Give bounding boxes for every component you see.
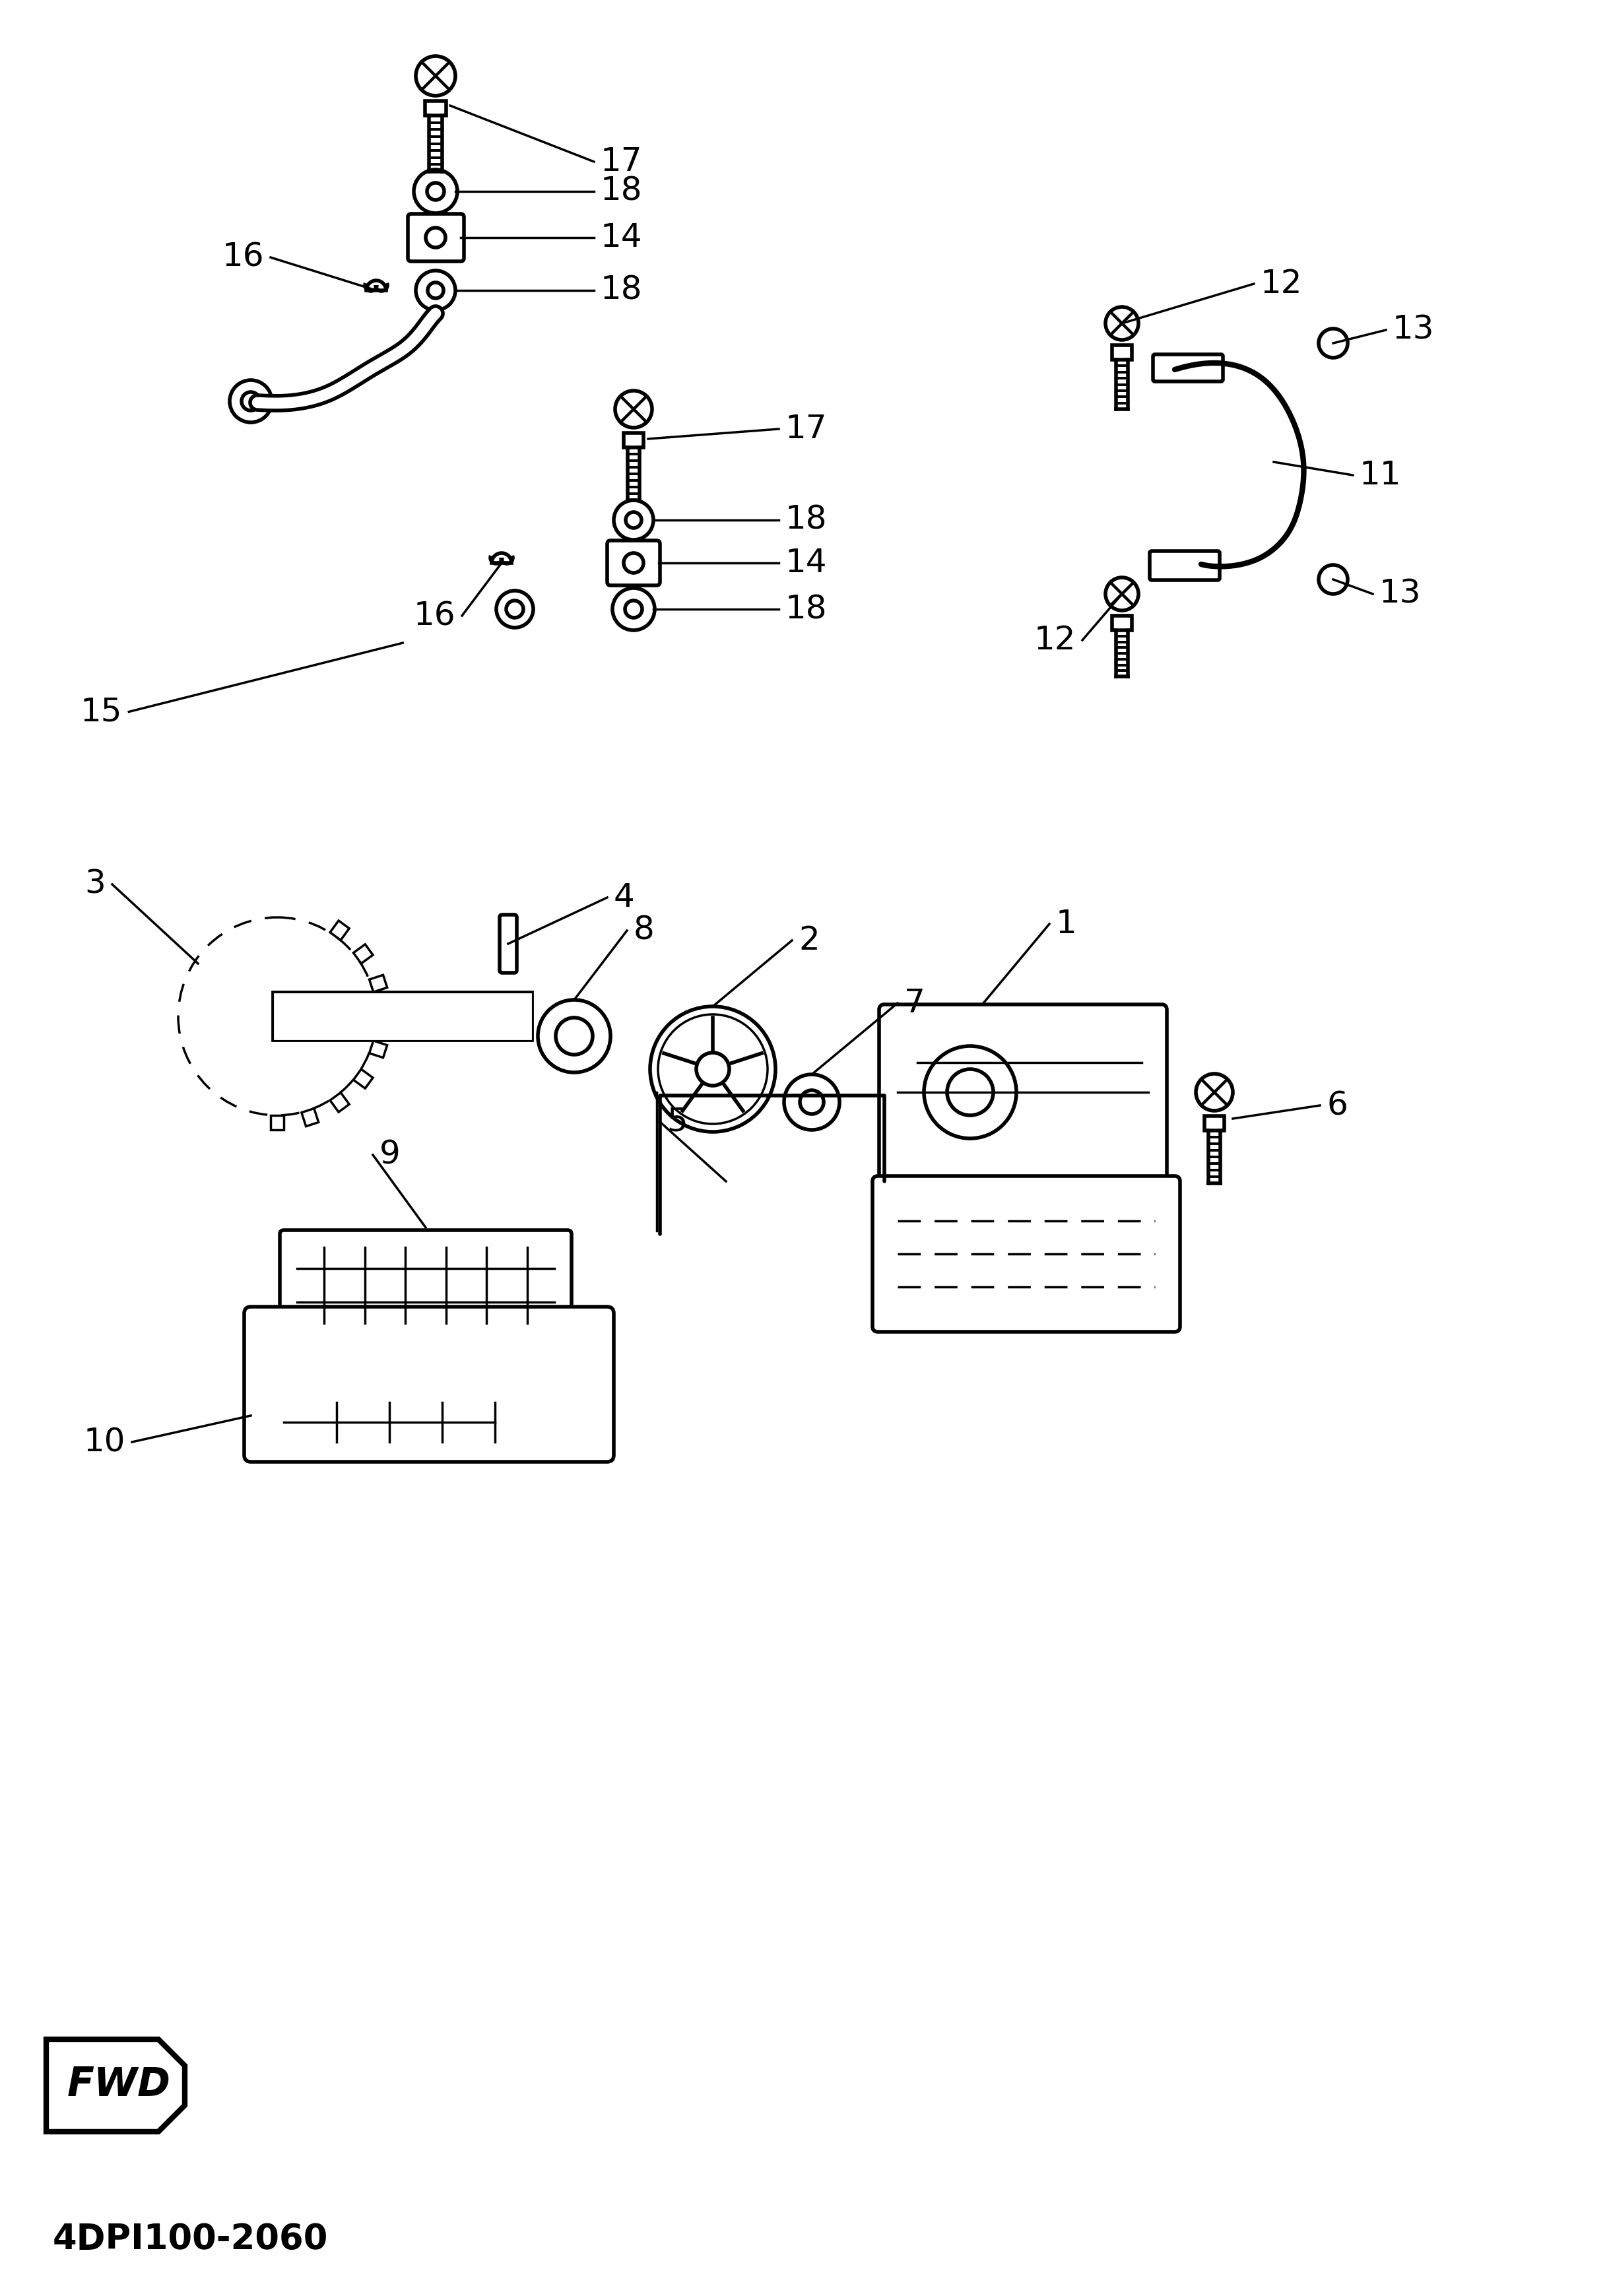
FancyBboxPatch shape bbox=[408, 214, 464, 262]
Polygon shape bbox=[353, 944, 372, 964]
FancyBboxPatch shape bbox=[623, 434, 643, 448]
Circle shape bbox=[1195, 1075, 1232, 1111]
FancyBboxPatch shape bbox=[1205, 1116, 1224, 1130]
Circle shape bbox=[427, 282, 443, 298]
Circle shape bbox=[612, 588, 654, 631]
FancyBboxPatch shape bbox=[1112, 344, 1133, 360]
Circle shape bbox=[425, 227, 446, 248]
Circle shape bbox=[651, 1006, 775, 1132]
FancyBboxPatch shape bbox=[499, 914, 517, 974]
Text: 10: 10 bbox=[84, 1426, 126, 1458]
Circle shape bbox=[506, 602, 524, 618]
Text: 18: 18 bbox=[601, 276, 643, 305]
Polygon shape bbox=[301, 1109, 319, 1127]
Circle shape bbox=[623, 553, 643, 572]
Text: 18: 18 bbox=[601, 174, 643, 207]
Circle shape bbox=[427, 184, 445, 200]
Text: 17: 17 bbox=[786, 413, 828, 445]
Text: 18: 18 bbox=[786, 505, 828, 535]
Circle shape bbox=[614, 501, 654, 540]
Text: 13: 13 bbox=[1392, 315, 1434, 347]
Polygon shape bbox=[377, 1010, 391, 1024]
Text: 15: 15 bbox=[81, 696, 122, 728]
FancyBboxPatch shape bbox=[873, 1176, 1179, 1332]
Text: 17: 17 bbox=[601, 147, 643, 177]
Text: 16: 16 bbox=[222, 241, 264, 273]
Circle shape bbox=[696, 1052, 730, 1086]
Text: 9: 9 bbox=[380, 1139, 401, 1171]
Circle shape bbox=[230, 381, 272, 422]
FancyBboxPatch shape bbox=[425, 101, 446, 115]
Circle shape bbox=[1105, 308, 1139, 340]
Text: 5: 5 bbox=[667, 1107, 688, 1139]
Circle shape bbox=[1319, 565, 1348, 595]
Polygon shape bbox=[369, 976, 387, 992]
Polygon shape bbox=[330, 921, 350, 939]
Circle shape bbox=[801, 1091, 823, 1114]
Circle shape bbox=[490, 999, 527, 1035]
Text: 4: 4 bbox=[614, 882, 635, 914]
FancyBboxPatch shape bbox=[280, 1231, 572, 1341]
Circle shape bbox=[925, 1047, 1017, 1139]
FancyBboxPatch shape bbox=[607, 540, 661, 585]
FancyBboxPatch shape bbox=[1153, 354, 1223, 381]
Text: 2: 2 bbox=[799, 925, 820, 955]
FancyBboxPatch shape bbox=[245, 1306, 614, 1463]
FancyBboxPatch shape bbox=[880, 1003, 1166, 1180]
Text: 12: 12 bbox=[1034, 625, 1076, 657]
Circle shape bbox=[538, 999, 611, 1072]
Text: 6: 6 bbox=[1326, 1091, 1347, 1120]
Circle shape bbox=[1319, 328, 1348, 358]
Circle shape bbox=[414, 170, 458, 214]
Circle shape bbox=[556, 1017, 593, 1054]
Circle shape bbox=[947, 1070, 994, 1116]
Text: FWD: FWD bbox=[68, 2066, 171, 2105]
Circle shape bbox=[496, 590, 533, 627]
Circle shape bbox=[1105, 579, 1139, 611]
Text: 16: 16 bbox=[414, 599, 456, 631]
Text: 12: 12 bbox=[1260, 269, 1302, 298]
Text: 14: 14 bbox=[601, 223, 643, 253]
Text: 14: 14 bbox=[786, 546, 828, 579]
Polygon shape bbox=[271, 1116, 284, 1130]
Text: 11: 11 bbox=[1360, 459, 1402, 491]
FancyBboxPatch shape bbox=[1150, 551, 1220, 581]
Polygon shape bbox=[47, 2039, 185, 2131]
Circle shape bbox=[785, 1075, 839, 1130]
FancyBboxPatch shape bbox=[1112, 615, 1133, 631]
Polygon shape bbox=[353, 1070, 372, 1088]
Circle shape bbox=[242, 393, 259, 411]
Text: 8: 8 bbox=[633, 914, 654, 946]
Circle shape bbox=[615, 390, 652, 427]
Text: 3: 3 bbox=[85, 868, 106, 900]
Text: 13: 13 bbox=[1379, 579, 1421, 611]
Polygon shape bbox=[330, 1093, 350, 1111]
Text: 7: 7 bbox=[904, 987, 925, 1019]
Polygon shape bbox=[369, 1040, 387, 1058]
Circle shape bbox=[416, 271, 456, 310]
Circle shape bbox=[625, 512, 641, 528]
Text: 4DPI100-2060: 4DPI100-2060 bbox=[53, 2223, 329, 2257]
Text: 1: 1 bbox=[1055, 909, 1076, 939]
Circle shape bbox=[625, 602, 643, 618]
Circle shape bbox=[416, 55, 456, 96]
Text: 18: 18 bbox=[786, 592, 828, 625]
